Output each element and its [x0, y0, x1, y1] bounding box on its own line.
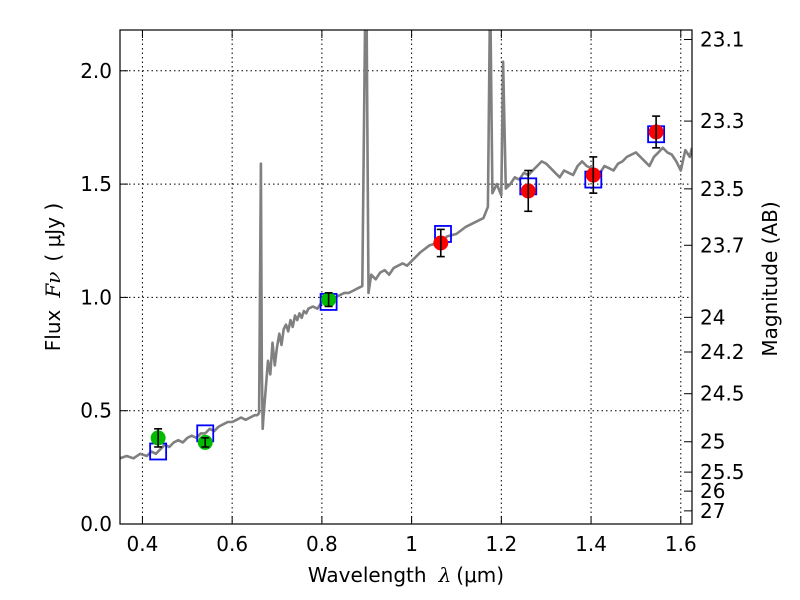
x-tick-label: 1.6 [665, 532, 697, 556]
x-axis-title-text: Wavelength [308, 563, 427, 587]
x-tick-label: 0.8 [306, 532, 338, 556]
y-tick-label: 2.0 [80, 59, 112, 83]
y-tick-label: 1.5 [80, 172, 112, 196]
y2-tick-label: 25.5 [700, 460, 745, 484]
y-axis-title: Flux Fν ( μJy ) [41, 203, 65, 351]
y2-tick-label: 23.7 [700, 233, 745, 257]
x-tick-label: 1.4 [575, 532, 607, 556]
plot-frame [119, 29, 693, 525]
y2-tick-label: 24.2 [700, 340, 745, 364]
y2-tick-label: 25 [700, 430, 725, 454]
data-layer [120, 30, 692, 461]
ticks: 0.4 0.6 0.8 1 1.2 1.4 1.6 0.0 0.5 1.0 1.5 2.0 23.1 23… [80, 28, 744, 556]
y-axis-title-text: Flux [41, 309, 65, 351]
x-tick-label: 1 [405, 532, 418, 556]
x-axis-title-symbol: λ [438, 563, 452, 587]
y2-tick-label: 23.3 [700, 109, 745, 133]
y-tick-label: 0.0 [80, 512, 112, 536]
y-tick-label: 0.5 [80, 399, 112, 423]
y2-tick-label: 27 [700, 499, 725, 523]
y2-tick-label: 24.5 [700, 382, 745, 406]
y-axis-title-unit: ( μJy ) [41, 203, 65, 262]
y2-tick-label: 24 [700, 305, 725, 329]
spectrum-line [120, 30, 692, 460]
y-tick-label: 1.0 [80, 285, 112, 309]
x-axis-title: Wavelength λ (μm) [308, 563, 504, 587]
y-axis-title-symbol: Fν [41, 272, 65, 299]
plot-area [120, 30, 692, 461]
x-tick-label: 1.2 [485, 532, 517, 556]
y2-tick-label: 23.1 [700, 28, 745, 52]
y2-axis-title: Magnitude (AB) [758, 201, 782, 356]
x-tick-label: 0.6 [216, 532, 248, 556]
y2-tick-label: 23.5 [700, 177, 745, 201]
x-axis-title-unit: (μm) [456, 563, 504, 587]
y2-tick-label: 26 [700, 479, 725, 503]
x-tick-label: 0.4 [127, 532, 159, 556]
